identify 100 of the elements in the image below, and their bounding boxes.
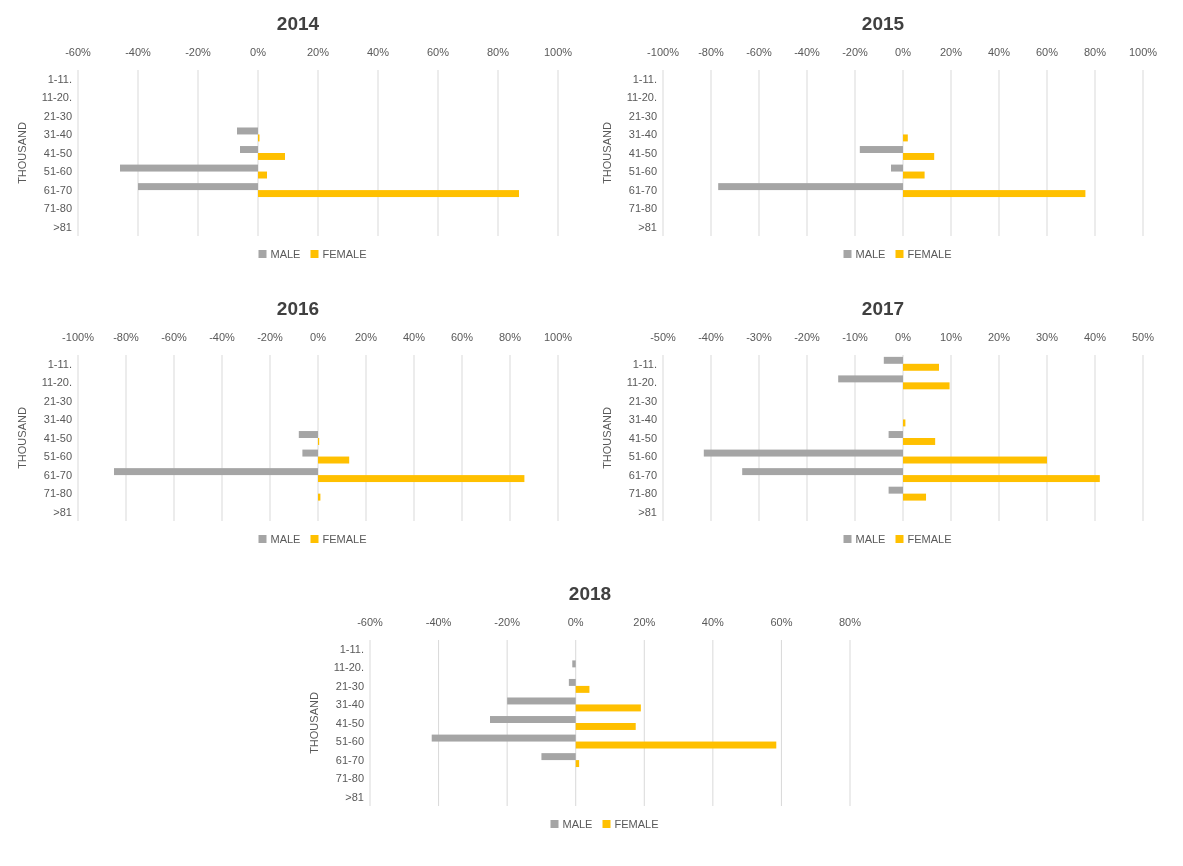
x-tick-label: 80% [1083,46,1107,58]
chart-title: 2016 [276,298,320,319]
x-tick-label: -100% [647,46,680,58]
bar [883,356,903,364]
bar [903,493,927,501]
y-tick-label: 21-30 [628,394,657,407]
x-tick-label: -20% [842,46,869,58]
bar [903,171,925,179]
x-tick-label: 0% [895,46,912,58]
y-tick-label: 51-60 [43,450,72,463]
x-tick-label: -60% [65,46,92,58]
x-tick-label: 20% [306,46,330,58]
bar [258,153,285,160]
y-tick-label: 21-30 [628,109,657,122]
x-tick-label: 40% [402,331,426,343]
y-tick-label: 11-20. [41,91,72,104]
x-tick-label: 100% [543,331,573,343]
bar [258,171,267,179]
chart-title: 2015 [861,13,905,34]
y-tick-label: >81 [345,791,364,804]
bar [859,146,903,153]
bar [120,164,258,172]
y-axis-title: THOUSAND [601,407,613,469]
x-tick-label: 0% [250,46,267,58]
y-tick-label: 71-80 [335,772,364,785]
y-tick-label: 71-80 [628,202,657,215]
bar [138,183,258,191]
y-tick-label: 61-70 [628,183,657,196]
x-tick-label: -60% [357,616,384,628]
bar [302,449,318,457]
y-tick-label: 11-20. [41,376,72,389]
x-tick-label: 40% [987,46,1011,58]
x-tick-label: -20% [185,46,212,58]
y-tick-label: 41-50 [628,146,657,159]
legend-label: MALE [562,818,593,830]
bar [575,723,636,730]
y-axis-title: THOUSAND [308,692,320,754]
bar [903,190,1086,198]
y-axis-title: THOUSAND [16,122,28,184]
x-tick-label: 10% [939,331,963,343]
bar [742,468,903,476]
x-tick-label: 60% [770,616,793,628]
x-tick-label: -50% [650,331,677,343]
bar [237,127,258,135]
x-tick-label: 30% [1035,331,1059,343]
x-tick-label: -40% [425,616,452,628]
bar [903,153,935,160]
legend-label: MALE [270,533,301,545]
chart-title: 2018 [568,583,612,604]
y-tick-label: 11-20. [626,91,657,104]
y-tick-label: 31-40 [43,128,72,141]
y-tick-label: 31-40 [628,128,657,141]
x-tick-label: 0% [567,616,584,628]
y-axis-title: THOUSAND [16,407,28,469]
x-tick-label: -80% [698,46,725,58]
x-tick-label: 80% [486,46,510,58]
y-tick-label: 41-50 [335,716,364,729]
x-tick-label: 20% [633,616,656,628]
y-tick-label: 61-70 [43,183,72,196]
y-tick-label: >81 [638,506,657,519]
chart-title: 2017 [861,298,905,319]
y-tick-label: 31-40 [628,413,657,426]
bar [431,734,576,742]
bar [490,716,576,723]
chart-title: 2014 [276,13,320,34]
y-tick-label: 51-60 [628,165,657,178]
y-tick-label: 1-11. [339,642,364,655]
y-tick-label: 71-80 [43,487,72,500]
bar [903,382,950,390]
y-tick-label: 71-80 [628,487,657,500]
bar [575,704,641,712]
y-tick-label: 21-30 [43,394,72,407]
x-tick-label: 60% [426,46,450,58]
legend-label: FEMALE [322,248,367,260]
x-tick-label: -20% [257,331,284,343]
bar [903,134,908,142]
y-tick-label: 31-40 [43,413,72,426]
y-tick-label: >81 [53,506,72,519]
bar [318,456,350,464]
y-tick-label: 1-11. [632,357,657,370]
legend-label: FEMALE [322,533,367,545]
bar [568,678,576,686]
y-tick-label: 1-11. [632,72,657,85]
y-tick-label: 51-60 [335,735,364,748]
bar [891,164,903,172]
y-tick-label: 41-50 [43,431,72,444]
x-tick-label: 100% [543,46,573,58]
x-tick-label: 80% [838,616,862,628]
bar [575,741,777,749]
y-tick-label: 21-30 [43,109,72,122]
y-axis-title: THOUSAND [601,122,613,184]
bar [298,431,318,438]
x-tick-label: 80% [498,331,522,343]
y-tick-label: 71-80 [43,202,72,215]
y-tick-label: 1-11. [47,72,72,85]
x-tick-label: 0% [310,331,327,343]
x-tick-label: -40% [698,331,725,343]
bar [258,190,519,198]
bar [703,449,903,457]
x-tick-label: -80% [113,331,140,343]
